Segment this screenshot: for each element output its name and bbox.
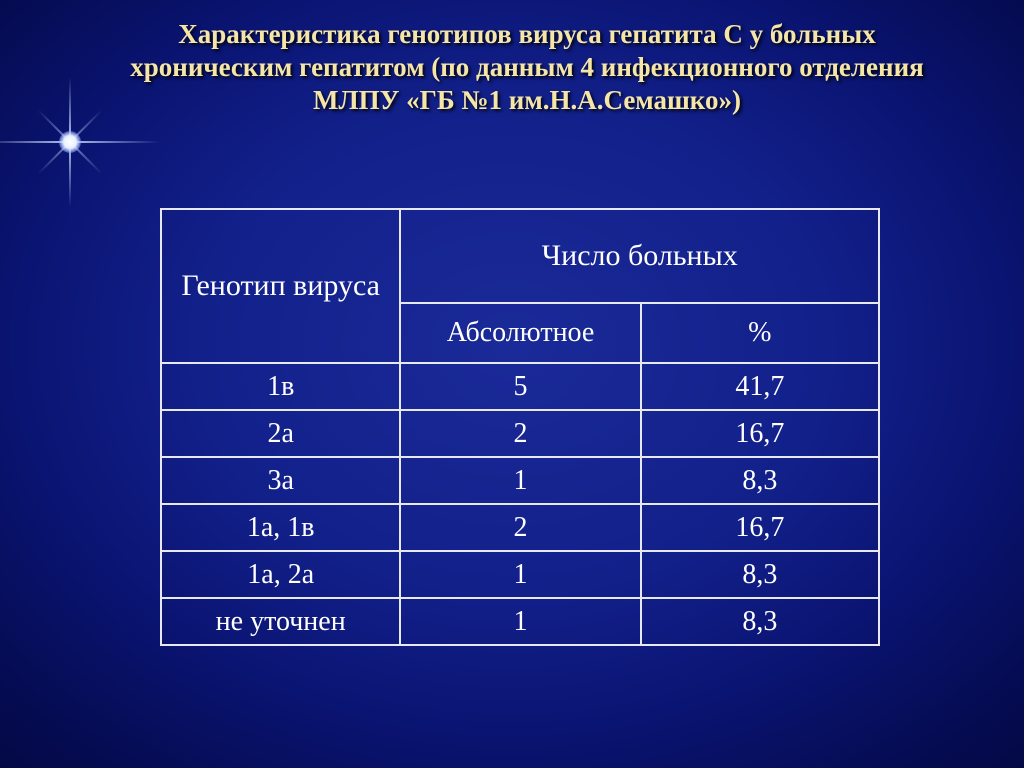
cell-genotype: 2а — [161, 410, 400, 457]
slide-title: Характеристика генотипов вируса гепатита… — [0, 0, 1024, 117]
cell-pct: 41,7 — [641, 363, 879, 410]
cell-genotype: 1а, 1в — [161, 504, 400, 551]
table-row: 1в 5 41,7 — [161, 363, 879, 410]
cell-pct: 16,7 — [641, 504, 879, 551]
header-patients: Число больных — [400, 209, 879, 303]
data-table-container: Генотип вируса Число больных Абсолютное … — [160, 208, 880, 646]
cell-pct: 8,3 — [641, 598, 879, 645]
cell-abs: 2 — [400, 410, 640, 457]
genotype-table: Генотип вируса Число больных Абсолютное … — [160, 208, 880, 646]
cell-genotype: 1а, 2а — [161, 551, 400, 598]
subheader-absolute: Абсолютное — [400, 303, 640, 363]
table-row: 1а, 2а 1 8,3 — [161, 551, 879, 598]
cell-pct: 8,3 — [641, 551, 879, 598]
cell-abs: 1 — [400, 598, 640, 645]
table-row: 2а 2 16,7 — [161, 410, 879, 457]
cell-pct: 16,7 — [641, 410, 879, 457]
cell-genotype: 1в — [161, 363, 400, 410]
cell-abs: 1 — [400, 457, 640, 504]
table-row: не уточнен 1 8,3 — [161, 598, 879, 645]
cell-abs: 1 — [400, 551, 640, 598]
cell-genotype: не уточнен — [161, 598, 400, 645]
cell-genotype: 3а — [161, 457, 400, 504]
table-row: 1а, 1в 2 16,7 — [161, 504, 879, 551]
cell-pct: 8,3 — [641, 457, 879, 504]
table-row: 3а 1 8,3 — [161, 457, 879, 504]
cell-abs: 2 — [400, 504, 640, 551]
cell-abs: 5 — [400, 363, 640, 410]
header-genotype: Генотип вируса — [161, 209, 400, 363]
subheader-percent: % — [641, 303, 879, 363]
table-header-row: Генотип вируса Число больных — [161, 209, 879, 303]
slide: Характеристика генотипов вируса гепатита… — [0, 0, 1024, 768]
